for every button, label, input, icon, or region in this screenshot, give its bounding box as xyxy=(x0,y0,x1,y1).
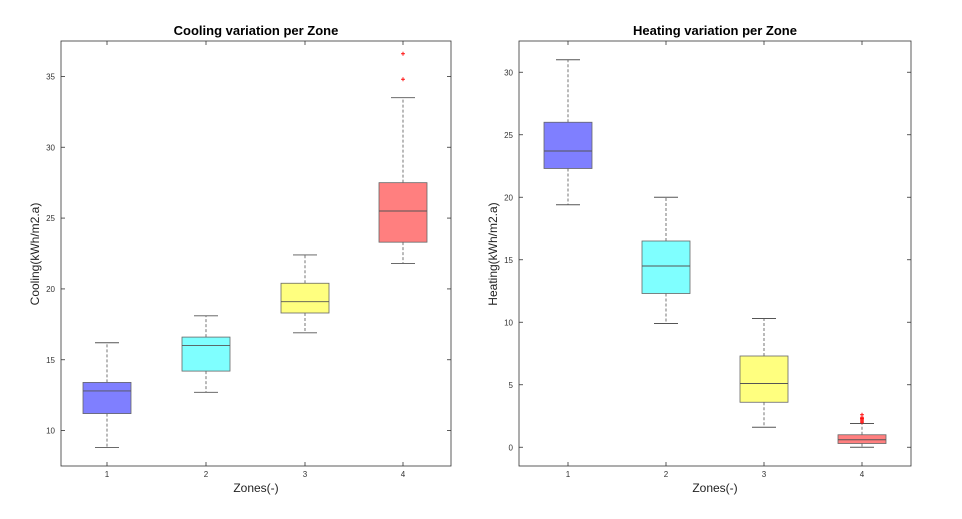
y-tick-label: 10 xyxy=(504,318,513,327)
y-tick-label: 15 xyxy=(46,356,55,365)
x-tick-label: 1 xyxy=(105,470,110,479)
outlier-marker xyxy=(401,51,405,56)
box-zone-3 xyxy=(739,318,789,428)
y-tick-label: 20 xyxy=(504,193,513,202)
outlier-marker xyxy=(860,412,864,417)
x-tick-label: 3 xyxy=(303,470,308,479)
x-axis-label: Zones(-) xyxy=(233,481,279,495)
box-zone-1 xyxy=(82,342,132,449)
box-zone-4 xyxy=(837,412,887,448)
box-iqr xyxy=(837,434,887,444)
box-zone-2 xyxy=(181,315,231,393)
y-tick-label: 5 xyxy=(509,381,514,390)
axes-frame xyxy=(60,40,452,467)
x-tick-label: 4 xyxy=(401,470,406,479)
y-tick-label: 20 xyxy=(46,285,55,294)
box-iqr xyxy=(378,182,428,243)
x-tick-label: 4 xyxy=(860,470,865,479)
box-zone-2 xyxy=(641,196,691,324)
y-tick-label: 25 xyxy=(504,131,513,140)
x-axis-label: Zones(-) xyxy=(692,481,738,495)
x-tick-label: 1 xyxy=(566,470,571,479)
box-zone-3 xyxy=(280,254,330,334)
y-tick-label: 0 xyxy=(509,443,514,452)
y-tick-label: 25 xyxy=(46,214,55,223)
outlier-marker xyxy=(401,77,405,82)
x-tick-label: 2 xyxy=(664,470,669,479)
y-tick-label: 30 xyxy=(46,143,55,152)
y-tick-label: 35 xyxy=(46,72,55,81)
y-tick-label: 30 xyxy=(504,68,513,77)
chart-title: Cooling variation per Zone xyxy=(173,23,339,38)
y-tick-label: 10 xyxy=(46,427,55,436)
box-zone-1 xyxy=(543,59,593,206)
box-zone-4 xyxy=(378,51,428,264)
box-iqr xyxy=(181,336,231,372)
box-iqr xyxy=(739,355,789,403)
box-iqr xyxy=(82,382,132,414)
axes-frame xyxy=(518,40,912,467)
chart-title: Heating variation per Zone xyxy=(633,23,797,38)
box-iqr xyxy=(641,240,691,294)
x-tick-label: 2 xyxy=(204,470,209,479)
box-iqr xyxy=(280,282,330,314)
y-tick-label: 15 xyxy=(504,256,513,265)
box-iqr xyxy=(543,121,593,169)
x-tick-label: 3 xyxy=(762,470,767,479)
